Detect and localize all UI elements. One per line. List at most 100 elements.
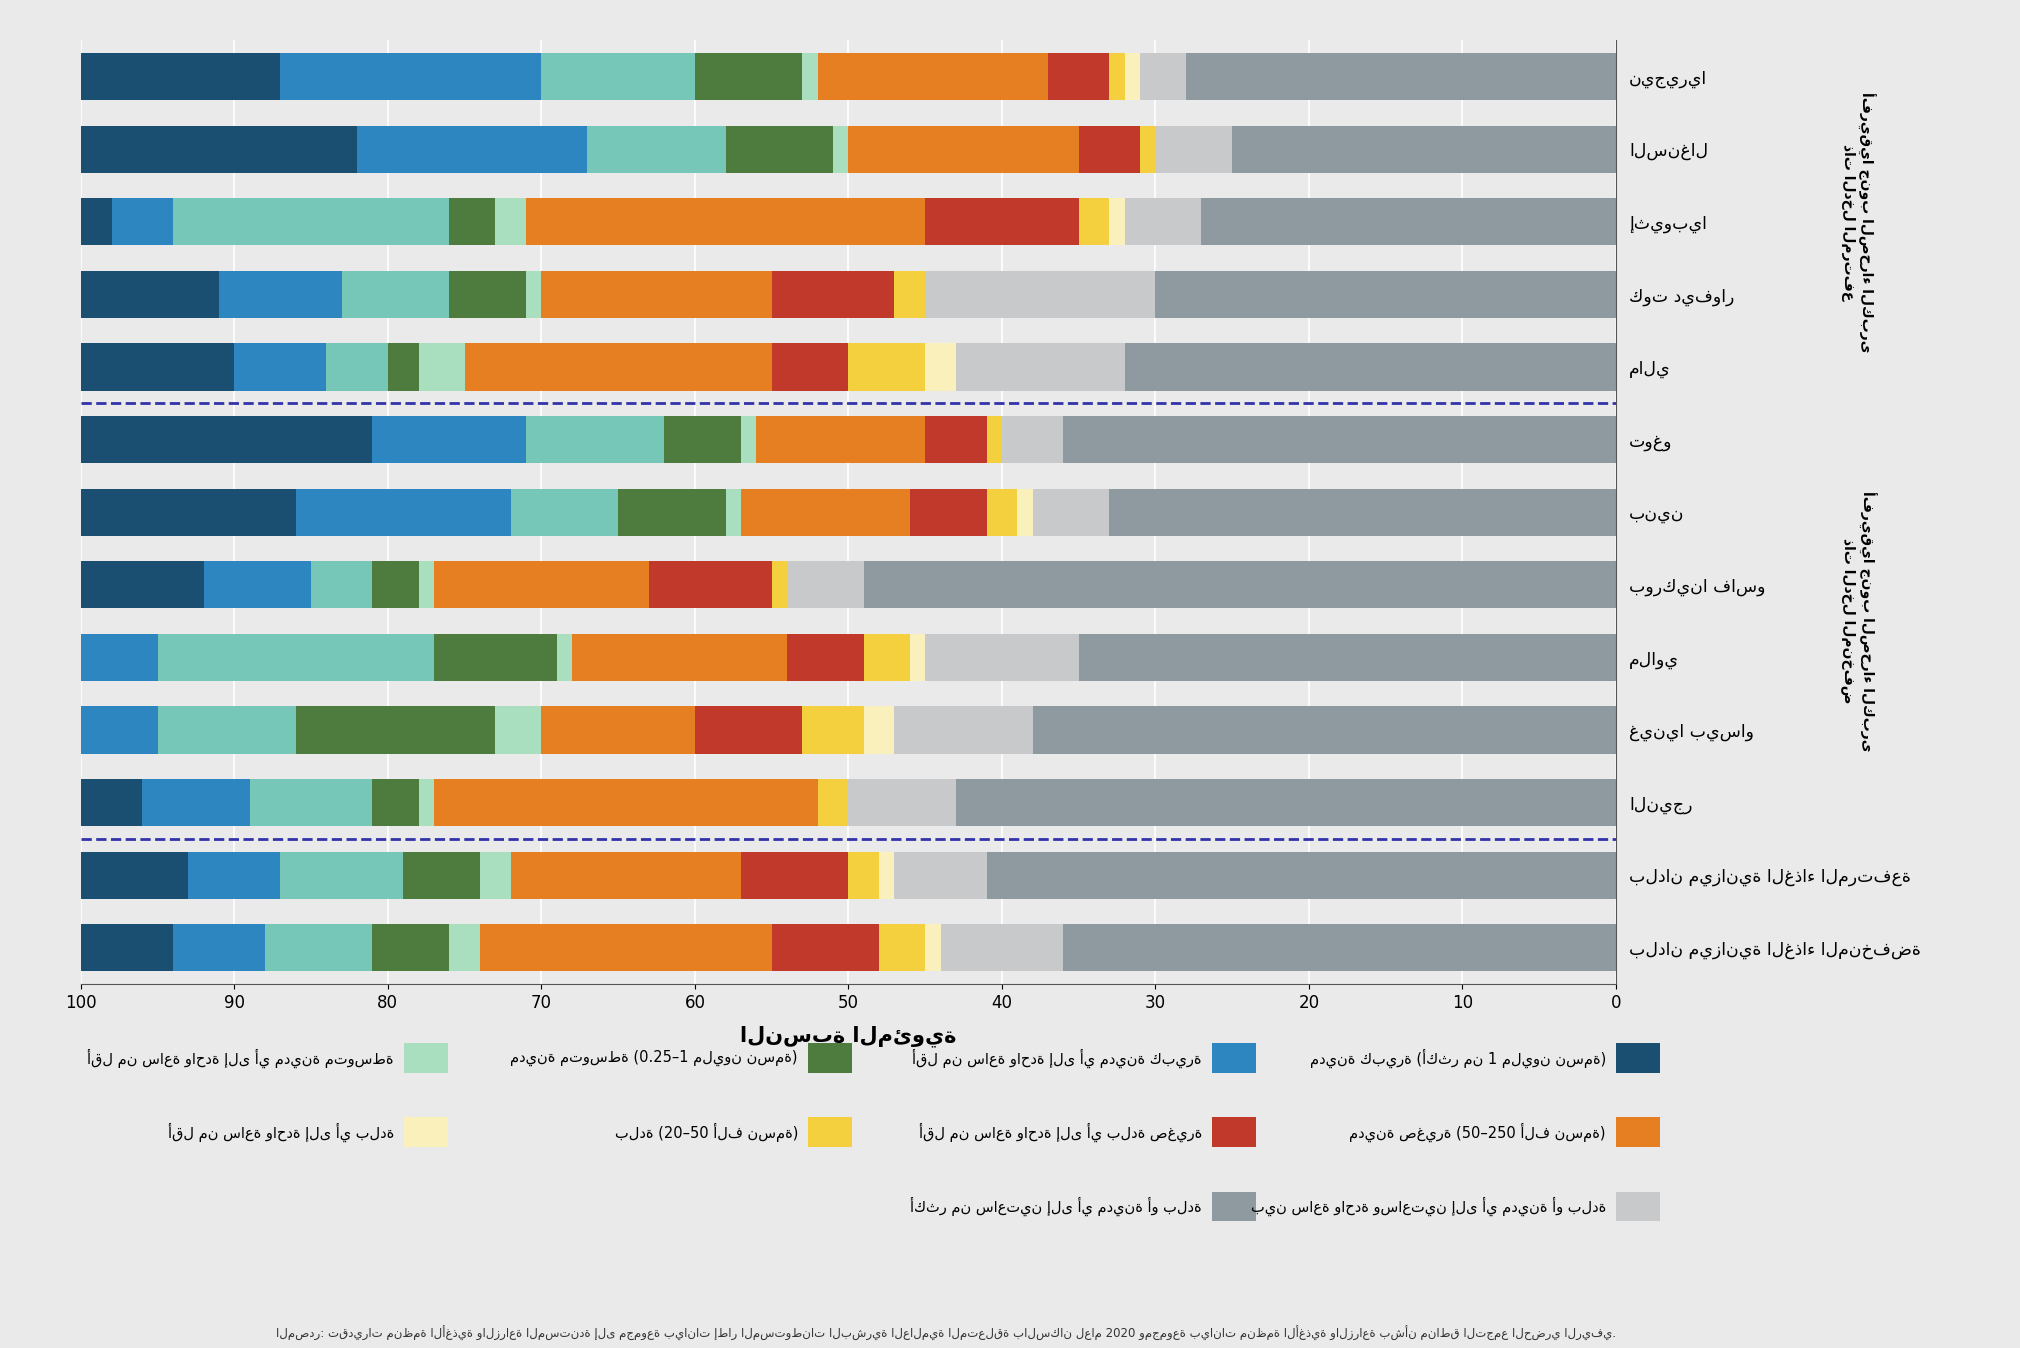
Bar: [1139, 125, 1155, 173]
Bar: [802, 53, 818, 100]
Bar: [511, 852, 741, 899]
Bar: [895, 271, 925, 318]
Bar: [725, 125, 832, 173]
Text: أقل من ساعة واحدة إلى أي مدينة متوسطة: أقل من ساعة واحدة إلى أي مدينة متوسطة: [87, 1049, 394, 1068]
Bar: [481, 925, 772, 972]
Bar: [327, 344, 388, 391]
Bar: [558, 634, 572, 681]
Bar: [848, 344, 925, 391]
Bar: [1018, 488, 1032, 535]
Bar: [174, 925, 265, 972]
Bar: [481, 852, 511, 899]
Bar: [772, 344, 848, 391]
Bar: [358, 125, 588, 173]
Bar: [665, 417, 741, 464]
Bar: [388, 344, 418, 391]
Bar: [741, 417, 755, 464]
Bar: [511, 488, 618, 535]
Bar: [158, 706, 295, 754]
Bar: [895, 706, 1032, 754]
Bar: [925, 344, 955, 391]
Bar: [848, 852, 879, 899]
Bar: [1109, 488, 1616, 535]
Bar: [418, 344, 465, 391]
Bar: [925, 271, 1155, 318]
Bar: [81, 852, 188, 899]
Bar: [1079, 125, 1139, 173]
Bar: [788, 561, 865, 608]
Bar: [495, 198, 525, 245]
Bar: [65, 779, 141, 826]
Text: بلدة (20–50 ألف نسمة): بلدة (20–50 ألف نسمة): [614, 1123, 798, 1142]
Bar: [925, 925, 941, 972]
Bar: [434, 561, 648, 608]
Bar: [986, 852, 1616, 899]
Bar: [434, 634, 558, 681]
Bar: [372, 417, 525, 464]
Text: مدينة متوسطة (0.25–1 مليون نسمة): مدينة متوسطة (0.25–1 مليون نسمة): [511, 1050, 798, 1066]
Text: المصدر: تقديرات منظمة الأغذية والزراعة المستندة إلى مجموعة بيانات إطار المستوطنا: المصدر: تقديرات منظمة الأغذية والزراعة ا…: [277, 1326, 1616, 1341]
Text: أقل من ساعة واحدة إلى أي مدينة كبيرة: أقل من ساعة واحدة إلى أي مدينة كبيرة: [913, 1049, 1202, 1068]
Bar: [495, 706, 541, 754]
Bar: [372, 779, 418, 826]
Bar: [81, 417, 372, 464]
Bar: [1063, 925, 1616, 972]
Bar: [81, 634, 158, 681]
Bar: [525, 417, 665, 464]
Bar: [1155, 125, 1232, 173]
Bar: [1202, 198, 1616, 245]
Bar: [1079, 634, 1616, 681]
Bar: [848, 779, 955, 826]
Bar: [81, 198, 111, 245]
Bar: [448, 925, 481, 972]
Text: مدينة صغيرة (50–250 ألف نسمة): مدينة صغيرة (50–250 ألف نسمة): [1349, 1123, 1606, 1142]
Bar: [250, 779, 372, 826]
Bar: [865, 634, 909, 681]
Text: مدينة كبيرة (أكثر من 1 مليون نسمة): مدينة كبيرة (أكثر من 1 مليون نسمة): [1309, 1049, 1606, 1068]
Bar: [955, 344, 1125, 391]
Bar: [895, 852, 986, 899]
Bar: [525, 271, 541, 318]
Bar: [1232, 125, 1616, 173]
Bar: [1139, 53, 1186, 100]
Bar: [772, 925, 879, 972]
Bar: [986, 488, 1018, 535]
Text: أقل من ساعة واحدة إلى أي بلدة: أقل من ساعة واحدة إلى أي بلدة: [168, 1123, 394, 1142]
Bar: [741, 488, 909, 535]
Bar: [725, 488, 741, 535]
Bar: [909, 634, 925, 681]
Bar: [418, 561, 434, 608]
Bar: [1109, 198, 1125, 245]
Bar: [879, 925, 925, 972]
Bar: [755, 417, 925, 464]
Bar: [341, 271, 448, 318]
Bar: [174, 198, 448, 245]
Bar: [1032, 488, 1109, 535]
Bar: [1125, 198, 1202, 245]
Bar: [281, 852, 404, 899]
Bar: [695, 706, 802, 754]
Bar: [188, 852, 281, 899]
Bar: [818, 53, 1048, 100]
Bar: [111, 198, 174, 245]
Bar: [434, 779, 818, 826]
Bar: [879, 852, 895, 899]
Bar: [418, 779, 434, 826]
Bar: [404, 852, 481, 899]
Bar: [1048, 53, 1109, 100]
Bar: [81, 706, 158, 754]
Bar: [141, 779, 250, 826]
Bar: [158, 634, 434, 681]
Bar: [1079, 198, 1109, 245]
Bar: [955, 779, 1616, 826]
Bar: [741, 852, 848, 899]
Bar: [448, 198, 495, 245]
Bar: [772, 271, 895, 318]
Bar: [802, 706, 865, 754]
Bar: [695, 53, 802, 100]
Bar: [541, 271, 772, 318]
Bar: [311, 561, 372, 608]
X-axis label: النسبة المئوية: النسبة المئوية: [739, 1026, 957, 1047]
Bar: [1063, 417, 1616, 464]
Bar: [448, 271, 525, 318]
